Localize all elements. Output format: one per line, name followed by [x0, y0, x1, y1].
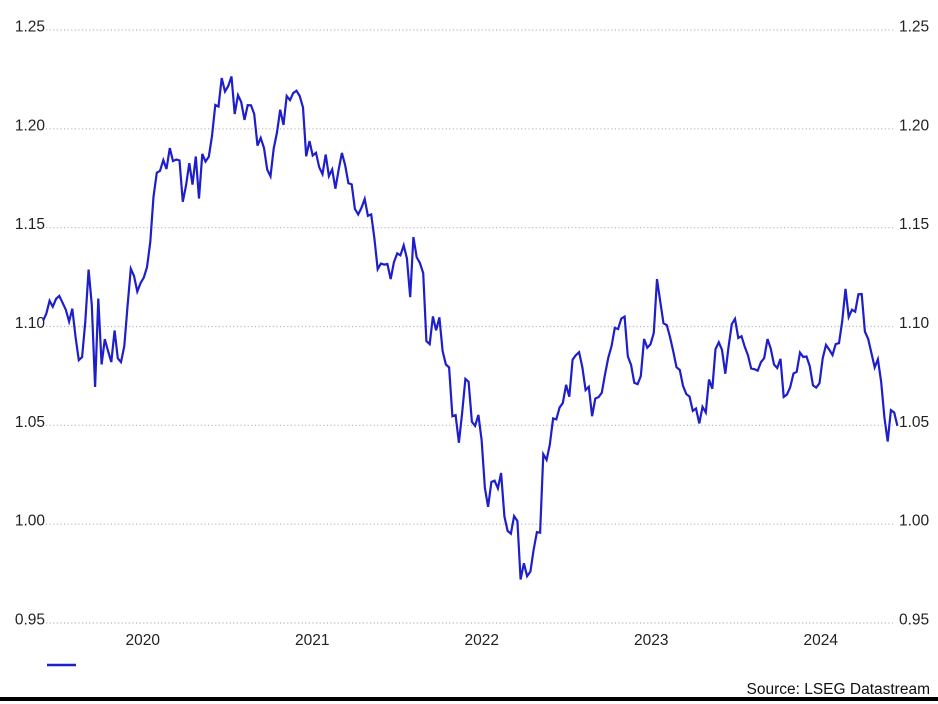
y-tick-label-right: 1.25: [899, 19, 929, 36]
y-tick-label-right: 1.10: [899, 315, 930, 332]
y-axis-labels-left: 1.25 1.20 1.15 1.10 1.05 1.00 0.95: [15, 19, 46, 629]
price-line: [42, 76, 899, 580]
x-tick-label: 2023: [634, 632, 668, 649]
x-axis-labels: 2020 2021 2022 2023 2024: [126, 632, 839, 649]
y-tick-label-right: 1.00: [899, 513, 930, 530]
y-tick-label-left: 1.05: [15, 414, 45, 431]
y-tick-label-right: 1.20: [899, 117, 930, 134]
bottom-border-line: [0, 697, 938, 701]
x-tick-label: 2020: [126, 632, 161, 649]
y-tick-label-left: 1.15: [15, 216, 45, 233]
y-tick-label-right: 0.95: [899, 612, 929, 629]
x-tick-label: 2022: [465, 632, 499, 649]
y-tick-label-right: 1.05: [899, 414, 929, 431]
y-tick-label-left: 1.10: [15, 315, 46, 332]
y-tick-label-right: 1.15: [899, 216, 929, 233]
gridlines: [46, 29, 893, 624]
x-tick-label: 2021: [295, 632, 329, 649]
y-tick-label-left: 1.20: [15, 117, 46, 134]
source-note: Source: LSEG Datastream: [747, 681, 931, 698]
y-tick-label-left: 1.00: [15, 513, 46, 530]
y-tick-label-left: 0.95: [15, 612, 45, 629]
x-tick-label: 2024: [804, 632, 839, 649]
y-tick-label-left: 1.25: [15, 19, 45, 36]
y-axis-labels-right: 1.25 1.20 1.15 1.10 1.05 1.00 0.95: [899, 19, 930, 629]
